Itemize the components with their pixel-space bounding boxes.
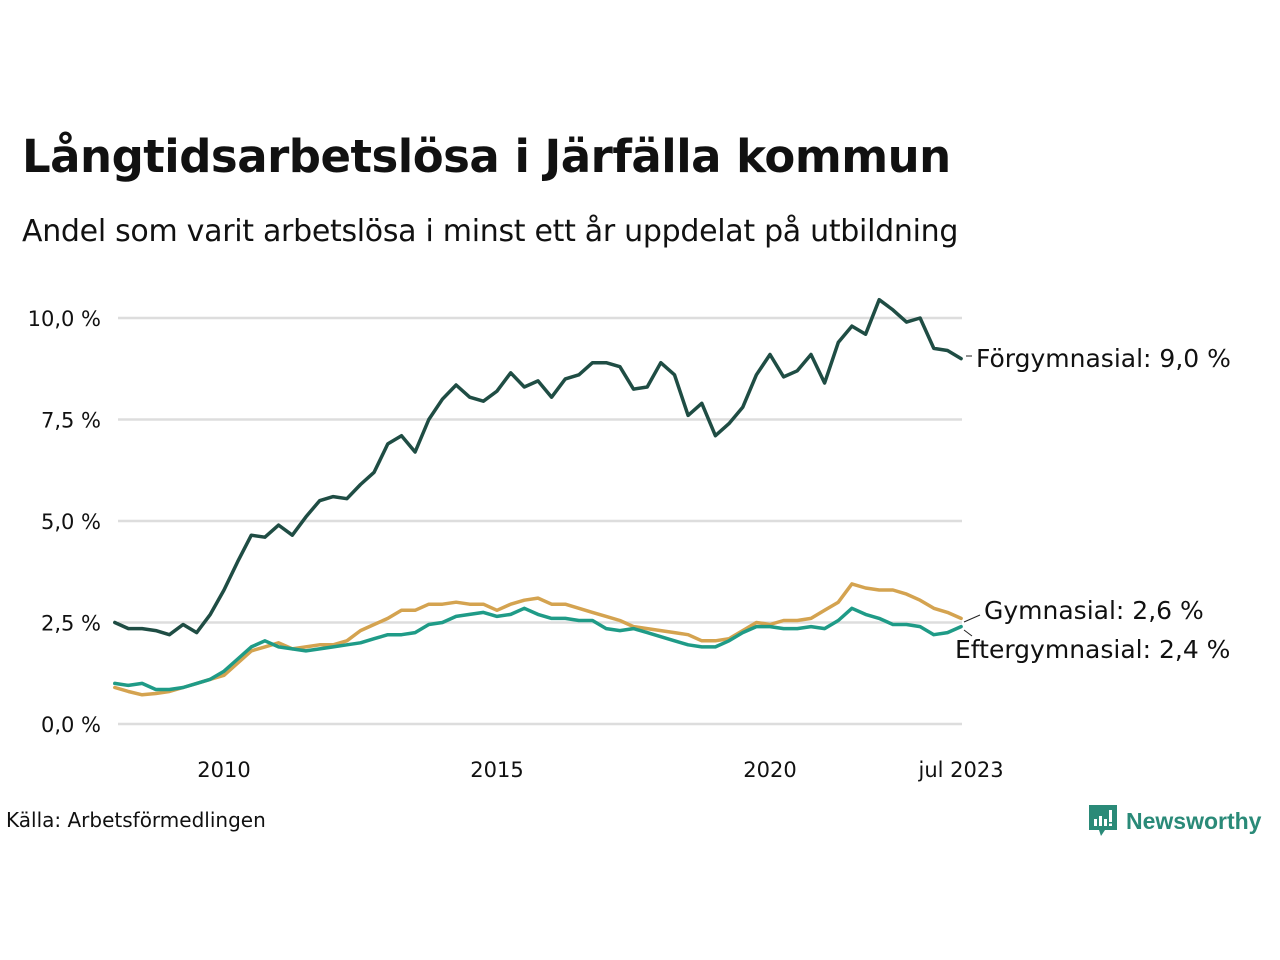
x-tick-label: jul 2023 xyxy=(918,758,1004,782)
y-tick-label: 0,0 % xyxy=(41,713,101,737)
x-tick-label: 2010 xyxy=(197,758,250,782)
chart-subtitle: Andel som varit arbetslösa i minst ett å… xyxy=(22,214,959,249)
series-label-gymnasial: Gymnasial: 2,6 % xyxy=(984,596,1204,625)
series-label-förgymnasial: Förgymnasial: 9,0 % xyxy=(976,344,1231,373)
source-note: Källa: Arbetsförmedlingen xyxy=(6,808,266,832)
brand-name: Newsworthy xyxy=(1126,807,1262,834)
y-axis-ticks: 0,0 % 2,5 % 5,0 % 7,5 % 10,0 % xyxy=(28,307,101,737)
y-tick-label: 7,5 % xyxy=(41,409,101,433)
series-line-gymnasial xyxy=(113,582,963,697)
series-label-eftergymnasial: Eftergymnasial: 2,4 % xyxy=(955,635,1230,664)
y-tick-label: 5,0 % xyxy=(41,510,101,534)
y-tick-label: 2,5 % xyxy=(41,612,101,636)
y-tick-label: 10,0 % xyxy=(28,307,101,331)
x-axis-ticks: 2010 2015 2020 jul 2023 xyxy=(197,758,1003,782)
series-end-labels: Förgymnasial: 9,0 % Gymnasial: 2,6 % Efter… xyxy=(955,344,1231,664)
series-line-eftergymnasial xyxy=(113,606,963,692)
label-connector xyxy=(963,614,981,623)
newsworthy-logo-icon xyxy=(1089,805,1117,836)
x-tick-label: 2015 xyxy=(470,758,523,782)
gridlines xyxy=(118,316,962,726)
label-connector xyxy=(963,629,973,637)
chart-title: Långtidsarbetslösa i Järfälla kommun xyxy=(22,130,951,183)
series-line-förgymnasial xyxy=(113,297,963,637)
x-tick-label: 2020 xyxy=(743,758,796,782)
series-lines xyxy=(113,297,963,697)
newsworthy-logo[interactable]: Newsworthy xyxy=(1088,804,1261,838)
